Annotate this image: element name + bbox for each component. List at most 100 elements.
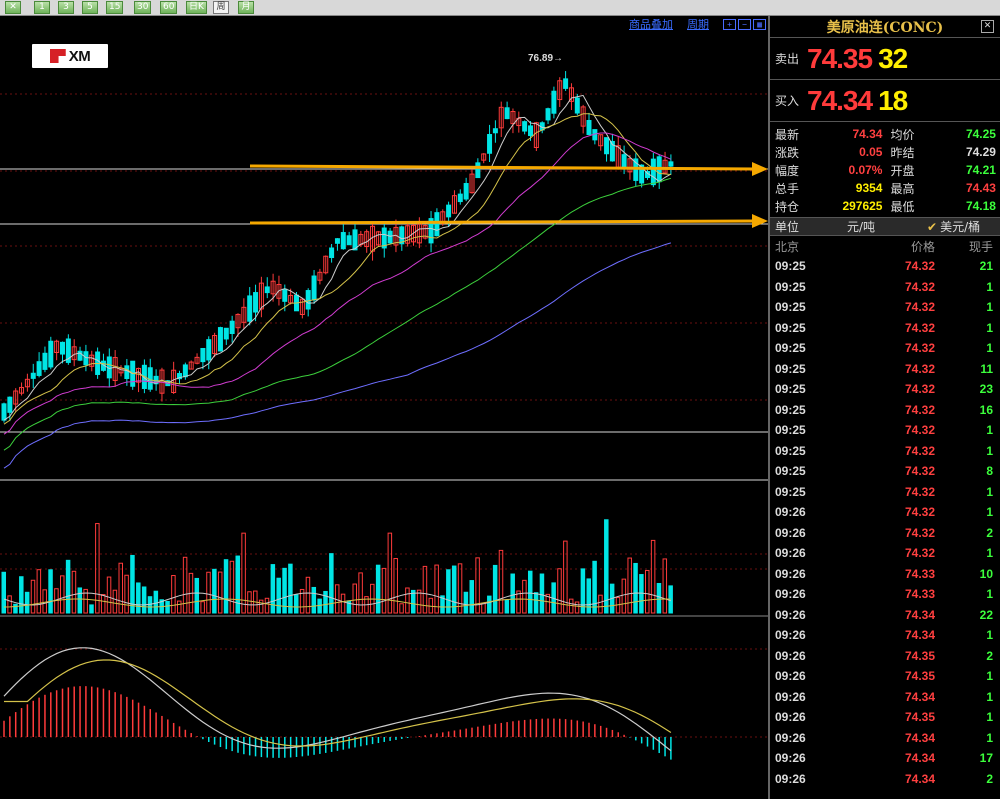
- volume-bar: [212, 568, 217, 614]
- stat-value: 74.34: [852, 127, 883, 141]
- ask-price: 74.35: [807, 42, 873, 74]
- volume-bar: [217, 571, 223, 614]
- volume-bar: [241, 532, 246, 614]
- tick-volume: 21: [979, 259, 993, 274]
- candle: [475, 162, 481, 179]
- close-icon[interactable]: ✕: [5, 1, 21, 14]
- volume-bar: [434, 564, 439, 614]
- volume-bar: [481, 602, 486, 614]
- tick-row: 09:26 74.34 2: [770, 769, 1000, 790]
- candle: [264, 286, 270, 294]
- unit-label: 单位: [775, 220, 800, 234]
- tick-volume: 8: [986, 464, 993, 479]
- candle: [334, 238, 340, 244]
- grid-icon[interactable]: ▦: [753, 18, 766, 30]
- ma60-line: [3, 177, 672, 451]
- instrument-name: 美原油连(CONC): [826, 19, 944, 36]
- tick-row: 09:26 74.34 1: [770, 625, 1000, 646]
- candle: [71, 346, 77, 361]
- candle: [463, 183, 469, 200]
- period-button-5[interactable]: 30: [134, 1, 152, 14]
- period-button-1[interactable]: 1: [34, 1, 50, 14]
- zoom-out-icon[interactable]: −: [738, 18, 751, 30]
- tick-time: 09:26: [775, 730, 806, 745]
- unit-usd-barrel[interactable]: 美元/桶: [940, 220, 981, 234]
- tick-row: 09:26 74.32 1: [770, 543, 1000, 564]
- stat-value: 74.25: [965, 127, 996, 141]
- volume-bar: [323, 590, 328, 614]
- stat-value: 297625: [842, 199, 883, 213]
- candle: [446, 204, 452, 218]
- candle: [206, 339, 212, 361]
- tick-volume: 2: [986, 525, 993, 540]
- period-button-9[interactable]: 月: [238, 1, 254, 14]
- volume-bar: [165, 600, 170, 614]
- bid-price: 74.34: [807, 84, 873, 116]
- candle: [434, 212, 440, 237]
- tick-row: 09:25 74.32 1: [770, 338, 1000, 359]
- candle: [65, 338, 71, 363]
- candle: [89, 354, 95, 367]
- kline-chart[interactable]: [0, 16, 768, 799]
- volume-bar: [171, 575, 176, 614]
- stat-value: 74.21: [965, 163, 996, 177]
- ask-row: 卖出 74.35 32: [770, 38, 1000, 80]
- tick-row: 09:26 74.34 1: [770, 687, 1000, 708]
- period-button-2[interactable]: 3: [58, 1, 74, 14]
- tick-volume: 1: [986, 423, 993, 438]
- volume-bar: [528, 570, 533, 614]
- tick-row: 09:25 74.32 11: [770, 359, 1000, 380]
- volume-bar: [194, 577, 200, 614]
- cycle-link[interactable]: 周期: [687, 18, 709, 31]
- tick-price: 74.32: [904, 279, 935, 294]
- volume-bar: [112, 589, 118, 614]
- ticks-list[interactable]: 09:25 74.32 21 09:25 74.32 1 09:25 74.32 1 09:25 7…: [770, 256, 1000, 789]
- period-button-3[interactable]: 5: [82, 1, 98, 14]
- tick-price: 74.32: [904, 443, 935, 458]
- overlay-instrument-link[interactable]: 商品叠加: [629, 18, 673, 31]
- volume-bar: [662, 558, 668, 614]
- tick-row: 09:26 74.33 10: [770, 564, 1000, 585]
- close-icon[interactable]: ✕: [981, 20, 994, 33]
- tick-price: 74.34: [904, 771, 935, 786]
- candle: [498, 106, 504, 129]
- period-button-8[interactable]: 周: [213, 1, 229, 14]
- tick-price: 74.32: [904, 361, 935, 376]
- candle: [200, 347, 206, 363]
- tick-volume: 1: [986, 710, 993, 725]
- tick-price: 74.32: [904, 464, 935, 479]
- volume-bar: [586, 578, 591, 614]
- tick-volume: 2: [986, 648, 993, 663]
- volume-bar: [440, 595, 445, 614]
- stat-label: 总手: [775, 181, 800, 196]
- candle: [235, 313, 241, 329]
- tick-price: 74.32: [904, 382, 935, 397]
- candle: [60, 341, 65, 355]
- candle: [668, 161, 674, 167]
- tick-row: 09:25 74.32 21: [770, 256, 1000, 277]
- unit-cny-ton[interactable]: 元/吨: [847, 220, 876, 234]
- volume-bar: [235, 555, 240, 614]
- tick-volume: 1: [986, 628, 993, 643]
- period-toolbar: ✕ 1 3 5 15 30 60 日K 周月: [0, 0, 1000, 16]
- tick-time: 09:25: [775, 259, 806, 274]
- volume-bar: [153, 590, 159, 614]
- period-button-6[interactable]: 60: [160, 1, 178, 14]
- ticks-col-price: 价格: [910, 239, 935, 254]
- candle: [188, 361, 194, 370]
- candle: [182, 364, 188, 378]
- zoom-in-icon[interactable]: +: [723, 18, 736, 30]
- tick-row: 09:25 74.32 1: [770, 318, 1000, 339]
- candle: [563, 78, 569, 89]
- tick-time: 09:26: [775, 751, 806, 766]
- candle: [451, 195, 457, 214]
- kline-chart-area[interactable]: 商品叠加 周期 + − ▦ XM 76.89→: [0, 16, 768, 799]
- stat-row: 持仓 297625 最低 74.18: [775, 197, 996, 215]
- period-button-7[interactable]: 日K: [186, 1, 207, 14]
- period-button-4[interactable]: 15: [106, 1, 124, 14]
- stat-label: 最新: [775, 127, 800, 142]
- volume-bar: [463, 591, 469, 614]
- candle: [241, 306, 247, 323]
- peak-price-value: 76.89: [528, 53, 554, 64]
- tick-price: 74.32: [904, 505, 935, 520]
